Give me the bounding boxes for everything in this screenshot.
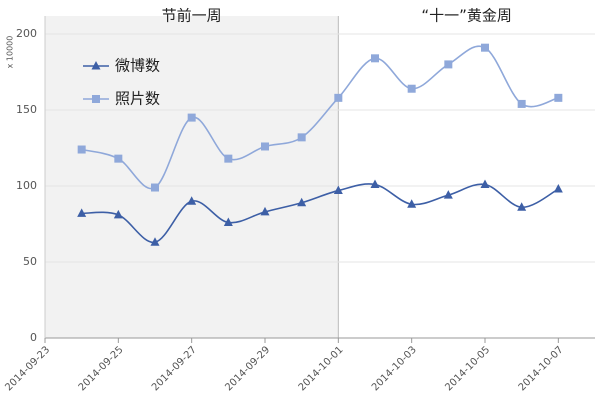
data-point: [114, 154, 123, 163]
x-tick-label: 2014-09-23: [3, 344, 52, 393]
data-point: [150, 237, 160, 246]
period-band: [45, 16, 339, 338]
data-point: [297, 197, 307, 207]
data-point: [151, 183, 159, 192]
legend-marker: [91, 61, 101, 70]
data-point: [481, 43, 489, 52]
data-point: [554, 93, 563, 102]
data-point: [77, 208, 87, 217]
series-line: [81, 183, 559, 244]
data-point: [113, 209, 123, 219]
x-tick-label: 2014-09-29: [223, 344, 272, 393]
data-point: [333, 185, 343, 195]
data-point: [444, 60, 453, 69]
data-point: [371, 54, 379, 63]
data-point: [553, 184, 563, 193]
period-label: “十一”黄金周: [421, 7, 512, 25]
data-point: [261, 142, 269, 151]
data-point: [260, 206, 270, 216]
y-tick-label: 200: [16, 27, 37, 40]
y-tick-label: 100: [16, 179, 37, 192]
y-tick-label: 50: [23, 255, 37, 268]
x-tick-label: 2014-09-25: [77, 344, 126, 393]
x-tick-label: 2014-10-01: [297, 344, 346, 393]
data-point: [480, 179, 490, 188]
data-point: [297, 133, 306, 142]
x-tick-label: 2014-10-03: [370, 344, 419, 393]
y-unit: x 10000: [6, 36, 15, 69]
data-point: [77, 145, 86, 154]
period-band: [338, 16, 595, 338]
y-tick-label: 0: [30, 331, 37, 344]
x-tick-label: 2014-09-27: [150, 344, 199, 393]
data-point: [334, 93, 343, 102]
legend-label: 微博数: [115, 57, 160, 75]
data-point: [517, 202, 527, 211]
x-tick-label: 2014-10-07: [517, 344, 566, 393]
data-point: [187, 113, 196, 122]
data-point: [223, 217, 233, 226]
data-point: [224, 154, 233, 163]
period-label: 节前一周: [162, 7, 222, 25]
data-point: [187, 196, 197, 205]
data-point: [517, 99, 526, 108]
y-tick-label: 150: [16, 103, 37, 116]
data-point: [370, 179, 380, 188]
data-point: [407, 84, 416, 93]
data-point: [407, 199, 417, 208]
legend-label: 照片数: [115, 90, 160, 108]
x-tick-label: 2014-10-05: [443, 344, 492, 393]
legend-marker: [92, 95, 100, 103]
data-point: [443, 190, 453, 199]
